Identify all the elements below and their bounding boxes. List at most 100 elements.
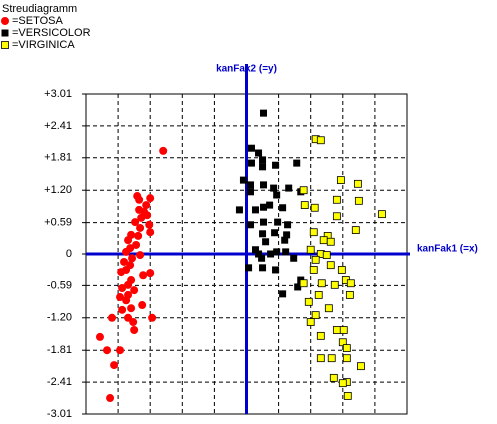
point <box>132 240 141 249</box>
point <box>139 271 148 280</box>
point <box>262 238 270 246</box>
point <box>274 218 282 226</box>
point <box>129 318 138 327</box>
point <box>353 179 362 188</box>
point <box>342 354 351 363</box>
point <box>309 266 318 274</box>
point <box>316 354 325 363</box>
point <box>273 191 281 199</box>
point <box>310 203 319 212</box>
point <box>247 159 255 167</box>
point <box>103 346 112 355</box>
point <box>118 284 127 293</box>
point <box>131 218 140 227</box>
point <box>134 231 143 240</box>
point <box>271 229 279 237</box>
point <box>317 279 326 288</box>
point <box>128 254 137 263</box>
point <box>142 201 151 210</box>
legend-marker <box>1 17 9 25</box>
point <box>338 338 347 347</box>
point <box>130 326 139 335</box>
chart-title: Streudiagramm <box>2 3 77 15</box>
point <box>251 246 259 254</box>
point <box>322 251 331 259</box>
point <box>311 255 320 264</box>
point <box>247 144 255 152</box>
point <box>284 221 292 229</box>
point <box>247 181 255 189</box>
point <box>326 261 335 270</box>
point <box>127 304 136 313</box>
point <box>324 304 333 313</box>
point <box>251 206 259 214</box>
point <box>314 291 323 299</box>
point <box>351 226 360 234</box>
point <box>326 237 335 246</box>
x-axis-label: kanFak1 (=x) <box>417 244 478 255</box>
point <box>327 354 336 363</box>
point <box>255 250 263 258</box>
point <box>338 379 347 388</box>
point <box>136 251 145 260</box>
point <box>346 279 355 288</box>
point <box>294 283 302 291</box>
y-tick-label: +3.01 <box>44 88 72 100</box>
point <box>260 218 268 226</box>
point <box>282 248 290 256</box>
point <box>135 195 144 204</box>
point <box>116 346 125 355</box>
point <box>130 286 139 295</box>
point <box>357 362 365 371</box>
point <box>259 230 267 238</box>
point <box>245 264 253 272</box>
point <box>267 250 275 258</box>
point <box>247 221 255 229</box>
point <box>281 236 289 244</box>
point <box>108 313 117 322</box>
point <box>283 231 291 239</box>
y-tick-label: +2.41 <box>44 120 72 132</box>
point <box>247 188 255 196</box>
point <box>110 361 119 370</box>
point <box>300 201 309 209</box>
y-tick-label: -2.41 <box>47 376 72 388</box>
point <box>116 293 125 302</box>
point <box>159 146 168 155</box>
point <box>137 213 146 222</box>
legend-label: =VERSICOLOR <box>12 27 91 39</box>
point <box>319 236 328 245</box>
point <box>260 181 268 189</box>
point <box>273 248 281 256</box>
point <box>259 163 267 171</box>
y-tick-label: -1.20 <box>47 312 72 324</box>
point <box>146 269 155 278</box>
point <box>272 161 280 169</box>
point <box>345 291 354 299</box>
point <box>136 223 145 232</box>
point <box>106 394 115 403</box>
point <box>336 176 345 185</box>
point <box>95 332 104 341</box>
point <box>122 247 131 256</box>
y-axis-label: kanFak2 (=y) <box>216 64 277 75</box>
point <box>146 194 155 203</box>
point <box>309 228 318 237</box>
y-tick-label: +1.81 <box>44 152 72 164</box>
legend-label: =VIRGINICA <box>12 39 75 51</box>
point <box>329 373 338 382</box>
point <box>122 296 131 305</box>
point <box>124 280 133 289</box>
point <box>290 254 298 262</box>
y-tick-label: +1.20 <box>44 184 72 196</box>
point <box>255 149 263 157</box>
y-tick-label: +0.59 <box>44 217 72 229</box>
point <box>124 236 133 245</box>
point <box>378 210 386 219</box>
point <box>118 305 127 314</box>
point <box>306 245 315 254</box>
point <box>299 279 308 288</box>
point <box>138 301 147 310</box>
point <box>304 297 313 306</box>
point <box>148 313 157 322</box>
